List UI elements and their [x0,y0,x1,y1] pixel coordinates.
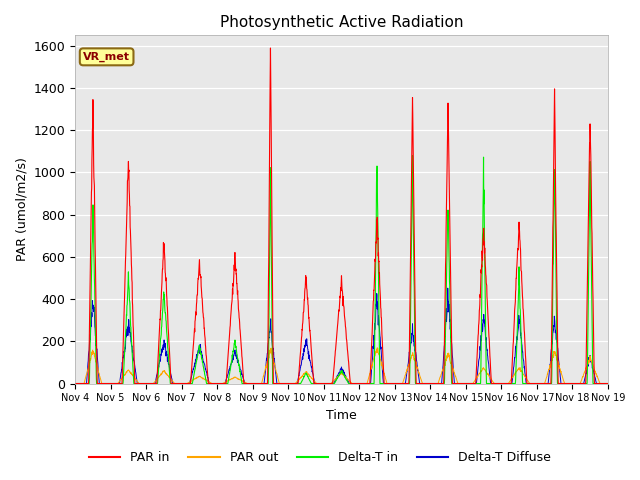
Line: PAR out: PAR out [75,348,607,384]
PAR out [604,381,611,386]
Delta-T in [220,381,227,386]
PAR in [220,381,227,386]
PAR out [572,381,579,386]
Delta-T Diffuse [356,381,364,386]
PAR in [496,381,504,386]
Delta-T in [356,381,364,386]
X-axis label: Time: Time [326,409,357,422]
Delta-T Diffuse [572,381,579,386]
PAR out [356,381,364,386]
Delta-T Diffuse [444,285,452,291]
PAR out [496,381,504,386]
Legend: PAR in, PAR out, Delta-T in, Delta-T Diffuse: PAR in, PAR out, Delta-T in, Delta-T Dif… [84,446,556,469]
Delta-T in [496,381,504,386]
PAR in [572,381,579,386]
PAR out [373,345,381,351]
Delta-T in [572,381,579,386]
Delta-T Diffuse [496,381,504,386]
PAR in [357,381,365,386]
Delta-T in [368,381,376,386]
Delta-T Diffuse [557,379,564,384]
Delta-T Diffuse [368,363,376,369]
PAR out [368,363,376,369]
Line: Delta-T in: Delta-T in [75,156,607,384]
Delta-T Diffuse [604,381,611,386]
Line: PAR in: PAR in [75,48,607,384]
Title: Photosynthetic Active Radiation: Photosynthetic Active Radiation [220,15,463,30]
PAR out [557,369,564,375]
PAR out [71,381,79,386]
Delta-T in [557,381,564,386]
Delta-T in [71,381,79,386]
Delta-T in [409,153,417,158]
Delta-T in [604,381,611,386]
Line: Delta-T Diffuse: Delta-T Diffuse [75,288,607,384]
Delta-T Diffuse [220,381,227,386]
PAR in [557,381,564,386]
PAR in [267,45,275,51]
PAR in [604,381,611,386]
Delta-T Diffuse [71,381,79,386]
PAR in [71,381,79,386]
Text: VR_met: VR_met [83,52,130,62]
Y-axis label: PAR (umol/m2/s): PAR (umol/m2/s) [15,157,28,262]
PAR in [369,324,376,330]
PAR out [220,380,227,386]
